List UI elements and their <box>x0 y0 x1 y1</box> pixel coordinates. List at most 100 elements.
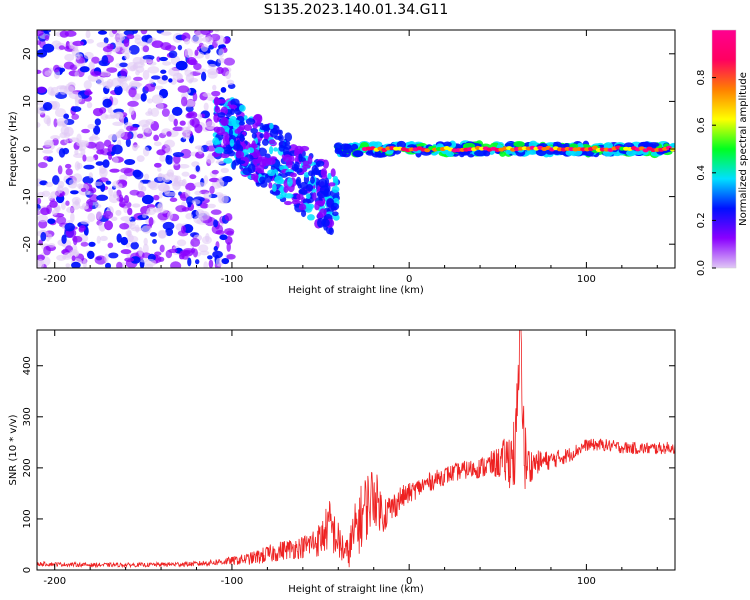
spectrogram-cell <box>106 67 118 73</box>
spectrogram-cell <box>223 57 235 66</box>
spectrogram-cell <box>88 136 101 141</box>
spectrogram-cell <box>220 152 230 159</box>
spectrogram-cell <box>223 150 233 155</box>
spectrogram-cell <box>334 143 343 151</box>
spectrogram-cell <box>159 155 166 162</box>
spectrogram-cell <box>108 252 119 259</box>
spectrogram-cell <box>214 106 221 113</box>
spectrogram-cell <box>331 185 340 193</box>
spectrogram-cell <box>42 102 53 111</box>
spectrogram-cell <box>87 212 96 222</box>
spectrogram-cell <box>168 50 178 59</box>
spectrogram-cell <box>156 102 164 110</box>
spectrogram-cell <box>47 233 53 240</box>
spectrogram-cell <box>189 174 197 180</box>
spectrogram-cell <box>72 40 85 46</box>
spectrogram-ytick-label: 0 <box>22 146 33 152</box>
spectrogram-cell <box>99 70 111 77</box>
spectrogram-cell <box>263 131 270 141</box>
spectrogram-cell <box>205 36 214 45</box>
spectrogram-cell <box>120 236 129 246</box>
spectrogram-cell <box>159 56 168 62</box>
spectrogram-cell <box>247 147 255 154</box>
spectrogram-cell <box>210 209 222 215</box>
spectrogram-cell <box>327 172 332 180</box>
spectrogram-cell <box>162 61 172 66</box>
spectrogram-cell <box>230 98 240 107</box>
spectrogram-cell <box>201 236 212 245</box>
spectrogram-cell <box>212 84 217 91</box>
spectrogram-cell <box>144 258 157 267</box>
spectrogram-cell <box>132 203 141 208</box>
spectrogram-cell <box>504 142 516 148</box>
spectrogram-cell <box>94 118 101 126</box>
spectrogram-cell <box>216 126 225 136</box>
spectrogram-cell <box>216 178 225 188</box>
spectrogram-cell <box>56 117 69 126</box>
spectrogram-cell <box>62 147 70 155</box>
spectrogram-cell <box>307 214 315 221</box>
colorbar-tick-label: 0.8 <box>696 70 707 86</box>
spectrogram-cell <box>314 200 325 206</box>
spectrogram-cell <box>373 141 383 148</box>
spectrogram-cell <box>308 170 314 177</box>
spectrogram-cell <box>136 155 145 162</box>
spectrogram-cell <box>154 251 162 256</box>
spectrogram-cell <box>126 125 134 132</box>
spectrogram-cell <box>37 30 44 37</box>
spectrogram-cell <box>123 205 128 214</box>
spectrogram-cell <box>220 87 227 93</box>
spectrogram-cell <box>178 164 190 169</box>
spectrogram-cell <box>228 104 238 110</box>
spectrogram-cell <box>95 161 104 166</box>
snr-xtick-label: -200 <box>43 576 66 587</box>
spectrogram-cell <box>374 150 382 157</box>
spectrogram-cell <box>181 178 187 187</box>
snr-ytick-label: 200 <box>22 458 33 477</box>
spectrogram-cell <box>171 181 184 187</box>
spectrogram-cell <box>123 38 130 48</box>
spectrogram-cell <box>126 34 135 40</box>
spectrogram-cell <box>203 192 212 200</box>
spectrogram-cell <box>172 151 185 158</box>
spectrogram-cell <box>207 59 215 65</box>
spectrogram-cell <box>47 218 56 225</box>
spectrogram-cell <box>250 173 259 181</box>
spectrogram-cell <box>269 146 274 155</box>
spectrogram-cell <box>93 125 101 135</box>
spectrogram-cell <box>98 107 107 114</box>
spectrogram-cell <box>236 139 241 148</box>
spectrogram-cell <box>48 243 56 248</box>
spectrogram-cell <box>274 175 284 185</box>
spectrogram-cell <box>211 169 219 175</box>
spectrogram-cell <box>218 48 225 58</box>
spectrogram-cell <box>88 241 96 247</box>
spectrogram-cell <box>81 202 89 210</box>
spectrogram-cell <box>72 173 83 183</box>
spectrogram-cell <box>177 44 183 51</box>
spectrogram-cell <box>44 141 53 148</box>
spectrogram-cell <box>513 141 525 148</box>
spectrogram-cell <box>43 245 51 256</box>
spectrogram-cell <box>190 238 201 247</box>
spectrogram-cell <box>80 187 87 192</box>
spectrogram-cell <box>159 244 165 253</box>
spectrogram-cell <box>226 230 234 236</box>
spectrogram-cell <box>128 87 137 98</box>
spectrogram-cell <box>87 123 96 130</box>
spectrogram-cell <box>184 69 193 77</box>
spectrogram-cell <box>198 210 210 221</box>
spectrogram-cell <box>64 30 77 37</box>
spectrogram-cell <box>217 57 225 64</box>
spectrogram-cell <box>215 230 225 235</box>
spectrogram-cell <box>268 182 273 189</box>
spectrogram-cell <box>219 234 228 241</box>
spectrogram-cell <box>60 201 66 210</box>
spectrogram-cell <box>91 56 100 64</box>
spectrogram-cell <box>142 58 154 64</box>
spectrogram-cell <box>121 49 132 55</box>
spectrogram-cell <box>202 92 212 97</box>
colorbar-tick-label: 0.4 <box>696 165 707 181</box>
spectrogram-cell <box>323 188 329 198</box>
